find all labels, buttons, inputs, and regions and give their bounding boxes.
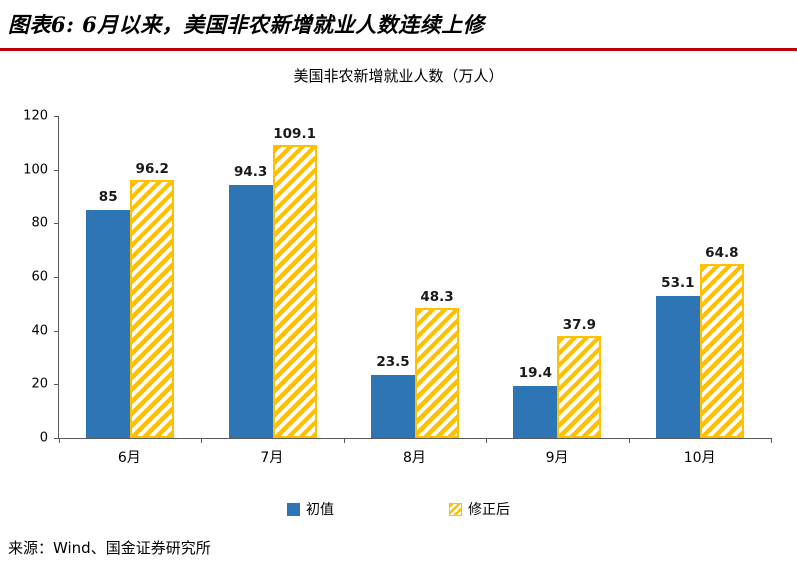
y-tick-label: 80 (31, 215, 48, 231)
y-axis-tick (54, 277, 59, 278)
legend-swatch-hatched (449, 502, 462, 516)
bar-group-7月: 94.3 109.1 (201, 116, 343, 438)
bar-初值-10月: 53.1 (655, 275, 700, 438)
x-tick-label: 8月 (403, 450, 426, 466)
bar-修正后-9月: 37.9 (557, 317, 602, 438)
y-axis-tick (54, 330, 59, 332)
legend-label: 初值 (306, 502, 334, 518)
y-tick-label: 60 (31, 269, 48, 285)
y-axis-tick (54, 169, 59, 171)
x-axis-tick (486, 438, 488, 443)
bar-value-label: 23.5 (376, 353, 410, 370)
source-text: 来源：Wind、国金证券研究所 (8, 539, 211, 557)
bar-value-label: 48.3 (420, 289, 454, 306)
bar-group-9月: 19.4 37.9 (486, 116, 628, 438)
bar-初值-8月: 23.5 (371, 354, 416, 438)
bar-修正后-8月: 48.3 (415, 289, 460, 438)
x-tick-label: 6月 (117, 450, 141, 466)
y-tick-label: 20 (31, 376, 48, 392)
bar-修正后-6月: 96.2 (130, 161, 175, 438)
legend-item-修正后: 修正后 (449, 499, 510, 519)
x-axis-tick (343, 438, 345, 443)
legend: 初值 修正后 (0, 499, 797, 519)
bar-value-label: 94.3 (233, 163, 268, 180)
bar-value-label: 19.4 (518, 364, 553, 381)
bar-初值-7月: 94.3 (228, 164, 273, 438)
bar-value-label: 64.8 (705, 245, 739, 262)
y-axis-tick (54, 438, 59, 439)
bar-value-label: 109.1 (273, 126, 316, 143)
bar-修正后-7月: 109.1 (272, 126, 317, 438)
bar-初值-9月: 19.4 (513, 365, 558, 438)
plot: 85 96.2 94.3 109.1 23.5 48.3 19.4 37.9 53.1 64.8 (54, 116, 772, 443)
figure-title: 图表6: 6月以来，美国非农新增就业人数连续上修 (0, 0, 797, 51)
bar-修正后-10月: 64.8 (699, 245, 744, 438)
bar-group-8月: 23.5 48.3 (344, 116, 486, 438)
y-tick-label: 120 (23, 108, 48, 124)
x-axis-tick (771, 438, 772, 443)
x-tick-label: 10月 (683, 450, 716, 466)
bar-value-label: 96.2 (135, 160, 169, 177)
y-tick-label: 0 (39, 430, 48, 446)
bar-value-label: 53.1 (661, 274, 695, 291)
x-tick-label: 9月 (545, 450, 569, 466)
x-axis-tick (628, 438, 630, 443)
chart-title: 美国非农新增就业人数（万人） (293, 67, 504, 85)
legend-swatch-solid (287, 502, 300, 516)
legend-label: 修正后 (468, 502, 510, 518)
bar-初值-6月: 85 (86, 189, 131, 438)
y-axis-tick (54, 384, 59, 386)
x-axis-tick (201, 438, 203, 443)
bar-group-6月: 85 96.2 (59, 116, 201, 438)
bar-value-label: 85 (98, 188, 118, 205)
legend-item-初值: 初值 (287, 499, 334, 519)
bar-chart: 0 20 40 60 80 100 120 85 96.2 94.3 109.1 23.5 48.3 1… (0, 109, 797, 467)
y-tick-label: 40 (31, 323, 48, 339)
y-tick-label: 100 (23, 162, 48, 178)
x-tick-label: 7月 (260, 450, 284, 466)
y-axis: 0 20 40 60 80 100 120 (12, 109, 58, 446)
bar-group-10月: 53.1 64.8 (629, 116, 771, 438)
x-axis-tick (59, 438, 60, 443)
y-axis-tick (54, 223, 59, 225)
plot-area: 85 96.2 94.3 109.1 23.5 48.3 19.4 37.9 53.1 64.8 … (54, 116, 772, 467)
y-axis-tick (54, 116, 59, 117)
bar-value-label: 37.9 (562, 317, 597, 334)
x-axis: 6月 7月 8月 9月 10月 (58, 447, 771, 467)
